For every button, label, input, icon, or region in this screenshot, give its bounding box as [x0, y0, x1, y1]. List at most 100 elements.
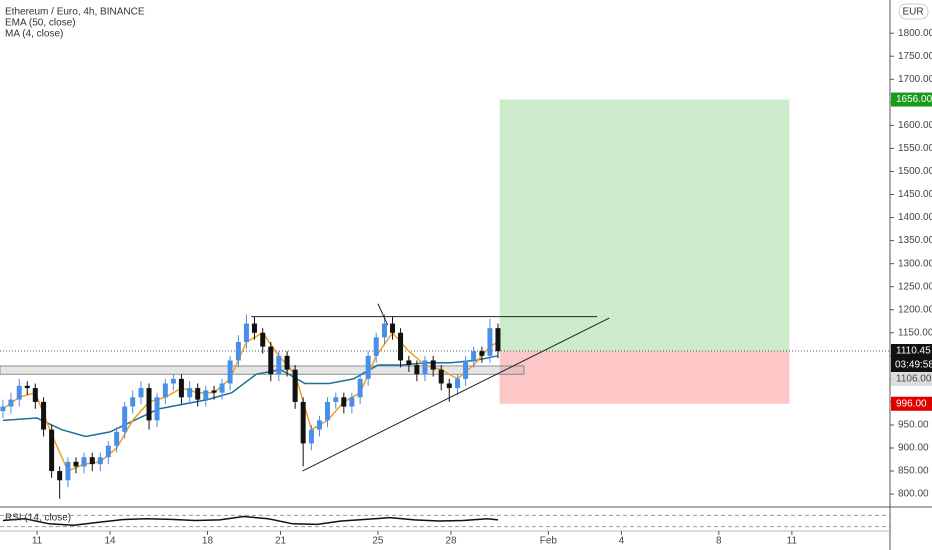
candle-body [49, 429, 55, 472]
y-tick-label: 1350.00 [898, 235, 932, 246]
y-tick-label: 900.00 [898, 443, 929, 454]
y-tick-label: 1600.00 [898, 120, 932, 131]
candle-body [227, 360, 233, 384]
x-tick-label: 28 [445, 536, 457, 547]
candle-body [114, 431, 120, 446]
candle-body [463, 360, 469, 379]
x-tick-label: 25 [372, 536, 384, 547]
price-axis [890, 0, 932, 550]
currency-button[interactable] [898, 3, 929, 20]
y-tick-label: 1700.00 [898, 74, 932, 85]
candle-body [170, 378, 176, 384]
x-tick-label: 14 [105, 536, 117, 547]
candle-body [97, 457, 103, 465]
candle-body [373, 337, 379, 356]
candle-body [357, 378, 363, 398]
y-tick-label: 1750.00 [898, 51, 932, 62]
rsi-line [2, 515, 499, 526]
y-tick-label: 950.00 [898, 420, 929, 431]
candle-body [243, 323, 249, 342]
candle-body [349, 397, 355, 407]
axes: 800.00850.00900.00950.001000.001050.0011… [32, 28, 932, 547]
candle-body [235, 341, 241, 361]
stop-label: 996.00 [896, 398, 927, 409]
candle-body [325, 401, 331, 421]
candle-body [300, 401, 306, 444]
countdown: 03:49:58 [895, 360, 932, 371]
candle-body [32, 388, 38, 402]
support-zone [0, 365, 525, 375]
candle-body [292, 369, 298, 402]
ma-value-bg [891, 372, 932, 387]
stop-zone [499, 351, 790, 404]
candle-body [365, 355, 371, 379]
y-tick-label: 850.00 [898, 466, 929, 477]
target-label-bg [891, 92, 932, 107]
candle-body [122, 406, 128, 432]
candle-body [381, 323, 387, 338]
y-tick-label: 1500.00 [898, 166, 932, 177]
candle-body [251, 323, 257, 333]
rsi-label: RSI (14, close) [5, 513, 71, 524]
trend-line [377, 303, 389, 326]
y-tick-label: 1150.00 [898, 327, 932, 338]
y-tick-label: 1200.00 [898, 304, 932, 315]
candle-body [146, 388, 152, 421]
candle-body [219, 383, 225, 393]
candle-body [487, 328, 493, 356]
y-tick-label: 1800.00 [898, 28, 932, 39]
candle-body [308, 429, 314, 444]
countdown-bg [891, 358, 932, 373]
candle-body [414, 365, 420, 375]
candle-body [154, 397, 160, 421]
y-tick-label: 1300.00 [898, 258, 932, 269]
candle-body [446, 383, 452, 389]
candle-body [260, 332, 266, 347]
candle-body [406, 360, 412, 366]
candle-body [471, 351, 477, 361]
candle-body [178, 378, 184, 398]
candle-body [105, 445, 111, 458]
candle-body [430, 360, 436, 370]
candle-body [138, 388, 144, 398]
candle-body [390, 323, 396, 333]
candle-body [24, 385, 30, 389]
candle-body [495, 328, 501, 352]
x-tick-label: 21 [275, 536, 287, 547]
x-tick-label: 11 [787, 536, 798, 547]
candle-body [8, 399, 14, 407]
x-tick-label: 4 [619, 536, 625, 547]
candle-body [333, 397, 339, 402]
candle-body [81, 457, 87, 467]
y-tick-label: 1550.00 [898, 143, 932, 154]
x-tick-label: 18 [202, 536, 214, 547]
candle-body [422, 360, 428, 375]
candle-body [89, 457, 95, 465]
y-tick-label: 1400.00 [898, 212, 932, 223]
currency[interactable]: EUR [902, 7, 923, 18]
candle-body [0, 406, 6, 412]
candle-body [479, 351, 485, 356]
x-tick-label: 11 [32, 536, 43, 547]
ema-line [2, 355, 499, 438]
target-label: 1656.00 [896, 94, 932, 105]
candle-body [284, 355, 290, 370]
candle-body [341, 397, 347, 407]
last-price-label-bg [891, 344, 932, 359]
candle-body [211, 390, 217, 393]
target-zone [499, 99, 790, 352]
candle-body [73, 461, 79, 467]
candle-body [276, 355, 282, 375]
last-price-label: 1110.45 [896, 346, 931, 357]
candle-body [203, 390, 209, 400]
candle-body [316, 420, 322, 430]
candle-body [57, 471, 63, 481]
trend-line [302, 317, 610, 472]
candle-body [187, 388, 193, 398]
y-tick-label: 1450.00 [898, 189, 932, 200]
candle-body [438, 369, 444, 384]
stop-label-bg [891, 396, 932, 411]
candle-body [455, 378, 461, 389]
